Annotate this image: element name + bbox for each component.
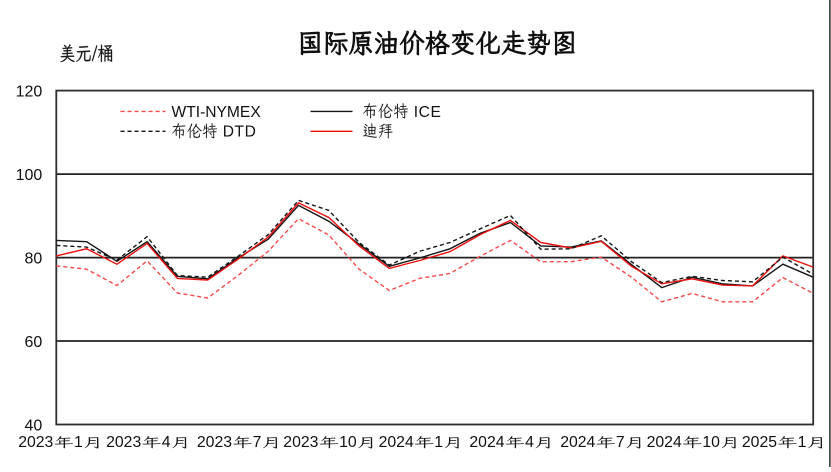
svg-text:1: 1 <box>798 434 807 451</box>
svg-text:80: 80 <box>25 250 43 267</box>
svg-text:2023: 2023 <box>106 434 141 451</box>
svg-text:40: 40 <box>25 417 43 434</box>
svg-text:2024: 2024 <box>560 434 595 451</box>
svg-text:100: 100 <box>16 167 43 184</box>
svg-text:2025: 2025 <box>742 434 777 451</box>
svg-text:2024: 2024 <box>647 434 682 451</box>
svg-text:2023: 2023 <box>197 434 232 451</box>
svg-text:1: 1 <box>74 434 83 451</box>
svg-text:7: 7 <box>253 434 262 451</box>
svg-text:DTD: DTD <box>223 124 257 141</box>
svg-text:1: 1 <box>434 434 443 451</box>
svg-text:60: 60 <box>25 334 43 351</box>
svg-text:WTI-NYMEX: WTI-NYMEX <box>172 104 262 121</box>
svg-text:120: 120 <box>16 83 43 100</box>
svg-text:2024: 2024 <box>469 434 504 451</box>
svg-text:ICE: ICE <box>414 104 442 121</box>
svg-text:2023: 2023 <box>18 434 53 451</box>
svg-text:7: 7 <box>616 434 625 451</box>
svg-text:4: 4 <box>162 434 171 451</box>
svg-text:4: 4 <box>525 434 534 451</box>
svg-text:2023: 2023 <box>283 434 318 451</box>
svg-text:10: 10 <box>339 434 357 451</box>
svg-text:2024: 2024 <box>379 434 414 451</box>
svg-text:10: 10 <box>702 434 720 451</box>
